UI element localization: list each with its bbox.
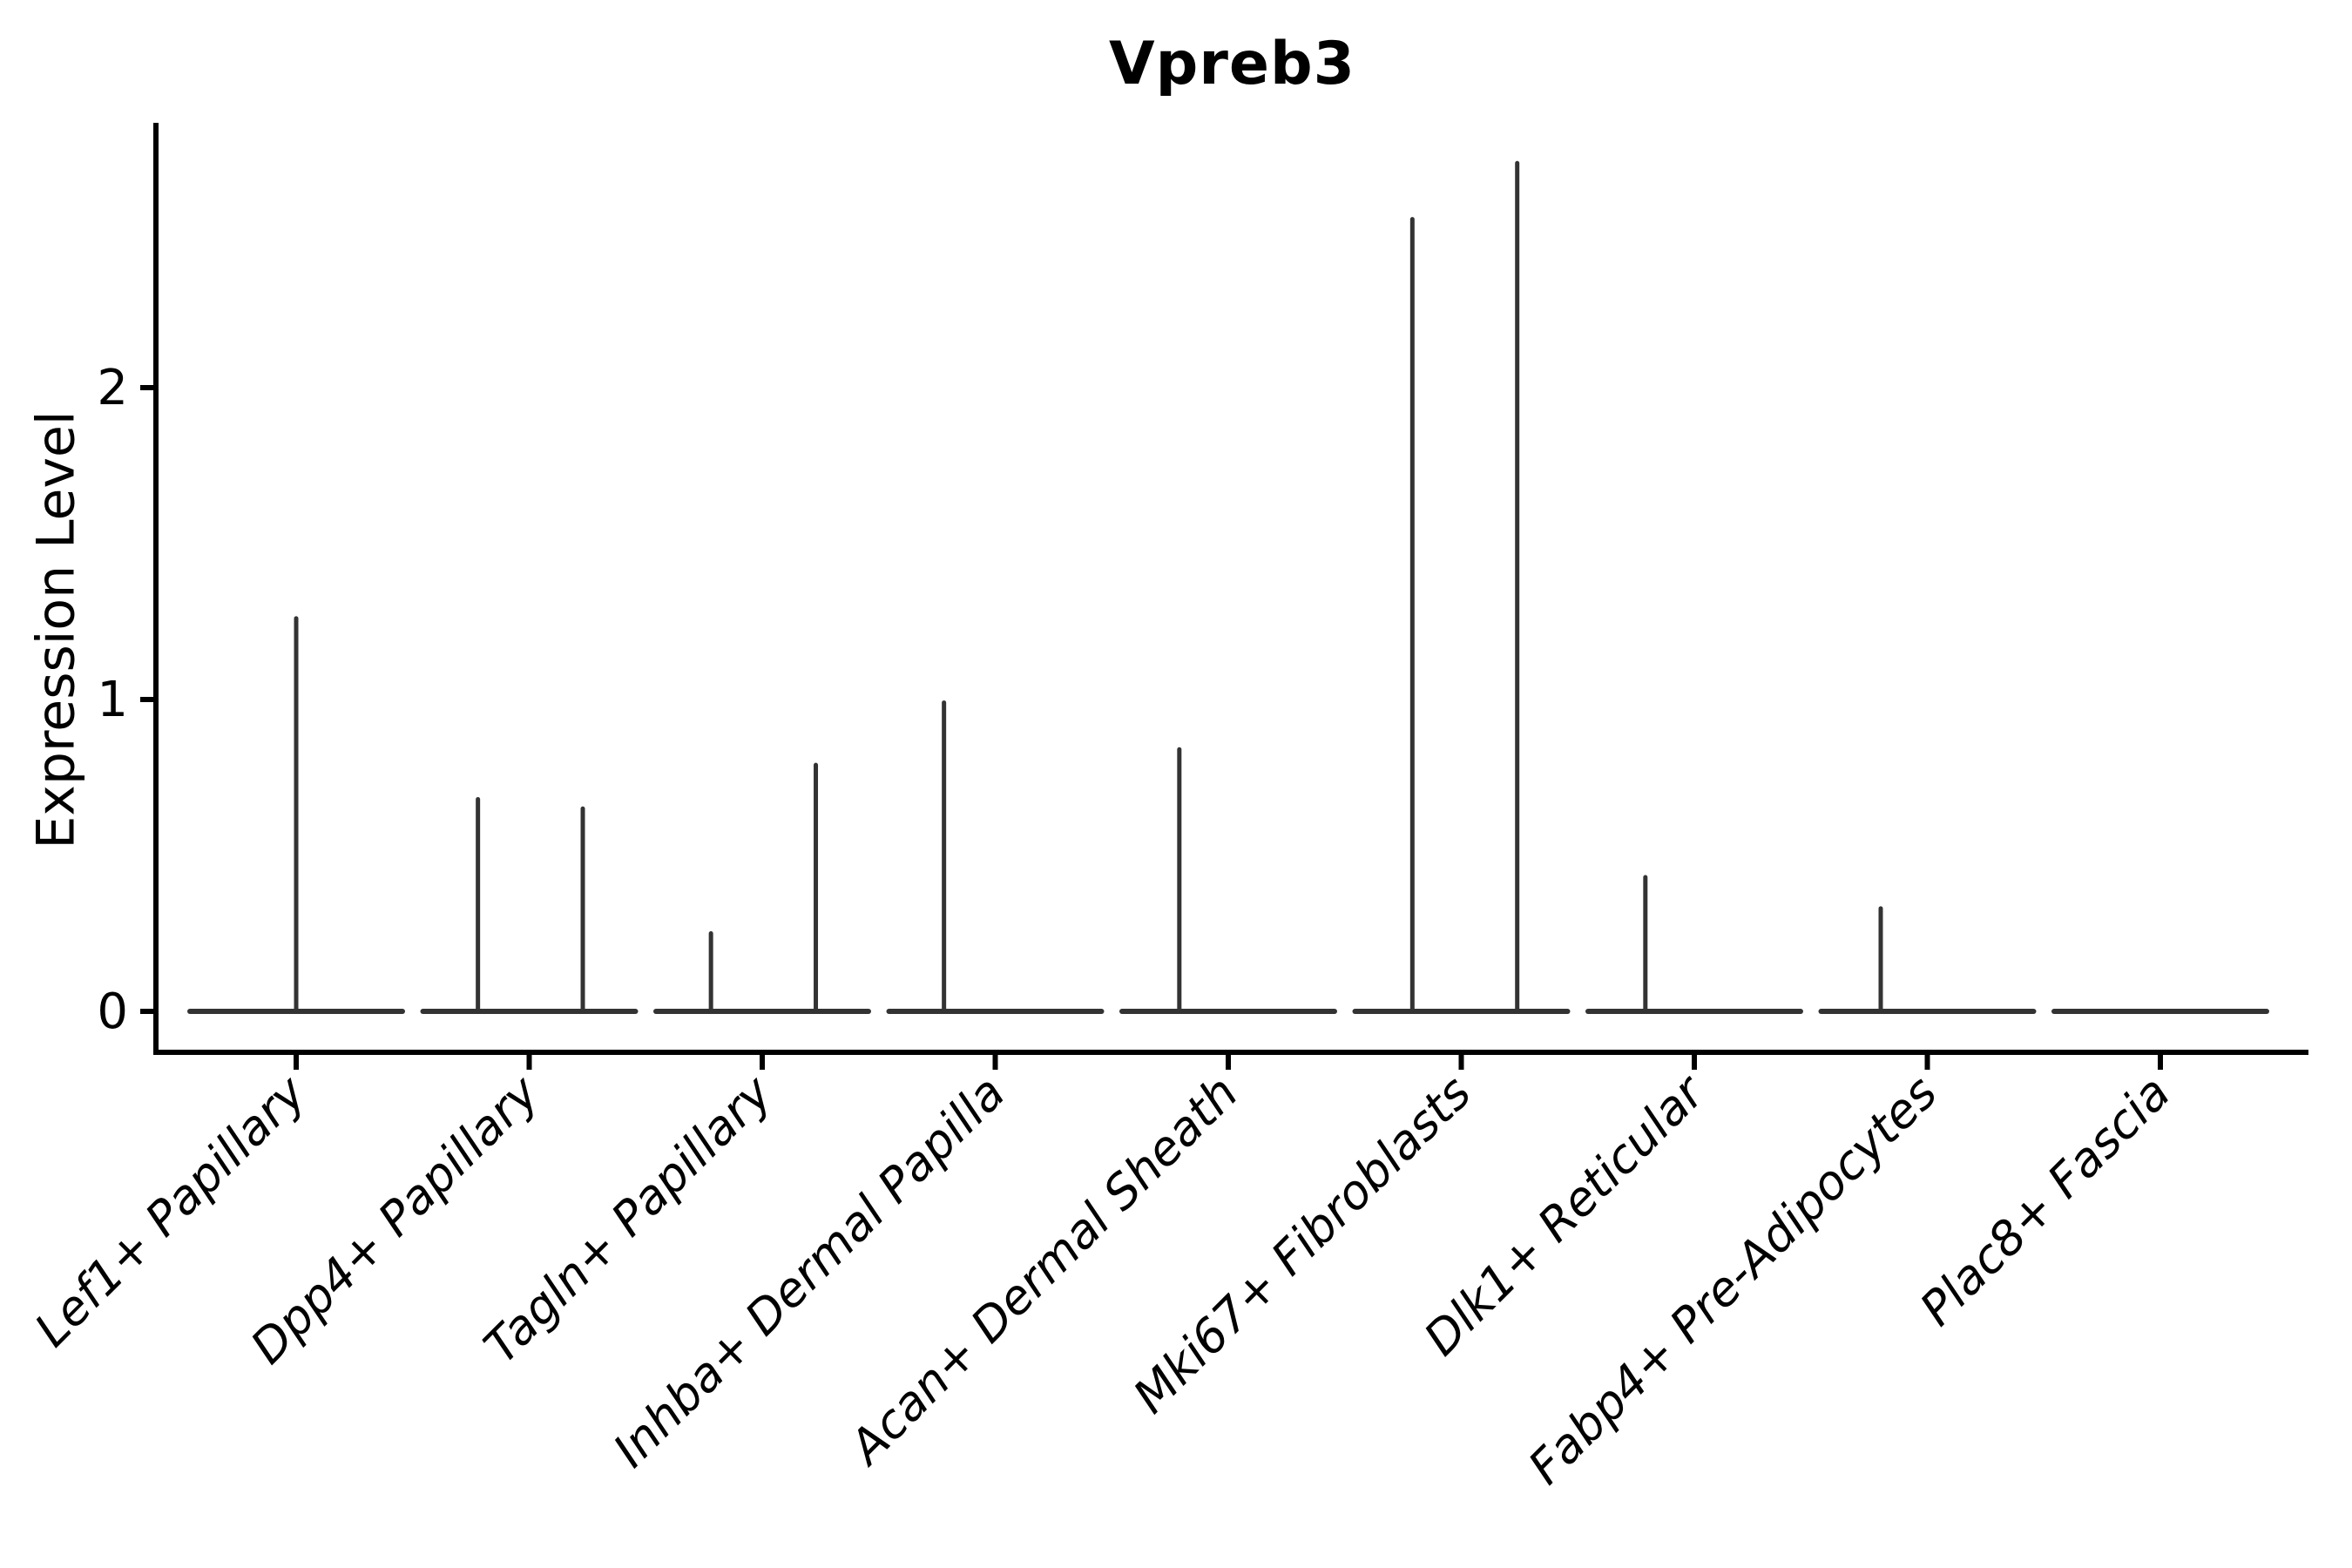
x-tick-label: Acan+ Dermal Sheath — [837, 1065, 1248, 1477]
plot-title: Vpreb3 — [1109, 30, 1355, 98]
x-tick-label: Inhba+ Dermal Papilla — [603, 1065, 1016, 1478]
y-tick-label: 2 — [97, 360, 128, 416]
x-tick-label: Plac8+ Fascia — [1909, 1065, 2180, 1336]
y-tick-label: 1 — [97, 672, 128, 728]
y-tick-label: 0 — [97, 983, 128, 1040]
x-tick-label: Fabp4+ Pre-Adipocytes — [1517, 1065, 1947, 1495]
